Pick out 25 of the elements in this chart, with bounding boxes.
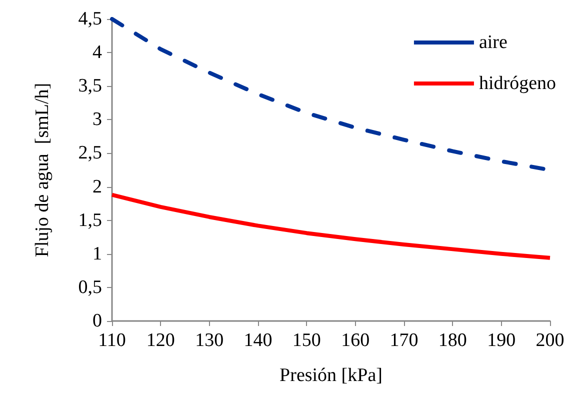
x-tick-label: 130 xyxy=(195,330,224,351)
x-tick-label: 110 xyxy=(98,330,126,351)
legend-label: aire xyxy=(478,32,508,53)
y-tick-label: 2,5 xyxy=(78,142,102,164)
x-tick-label: 170 xyxy=(390,330,418,351)
y-tick-label: 3 xyxy=(92,109,102,130)
x-tick-label: 200 xyxy=(536,330,564,351)
y-tick-label: 2 xyxy=(92,176,102,198)
x-axis-title: Presión [kPa] xyxy=(280,365,382,386)
x-tick-label: 160 xyxy=(341,330,370,351)
x-tick-label: 180 xyxy=(438,330,467,351)
y-tick-label: 1,5 xyxy=(78,210,102,231)
y-tick-label: 4 xyxy=(92,42,102,64)
y-tick-label: 4,5 xyxy=(78,8,102,30)
y-tick-label: 3,5 xyxy=(78,76,102,97)
y-tick-label: 1 xyxy=(92,243,102,264)
x-tick-label: 190 xyxy=(487,330,516,351)
legend-label: hidrógeno xyxy=(478,73,556,94)
y-tick-label: 0,5 xyxy=(78,276,102,298)
y-axis-title: Flujo de agua [smL/h] xyxy=(32,82,53,258)
line-series xyxy=(110,192,552,260)
x-tick-label: 140 xyxy=(244,330,272,351)
x-tick-label: 150 xyxy=(292,330,321,351)
y-tick-label: 0 xyxy=(92,310,102,332)
x-tick-label: 120 xyxy=(146,330,175,351)
